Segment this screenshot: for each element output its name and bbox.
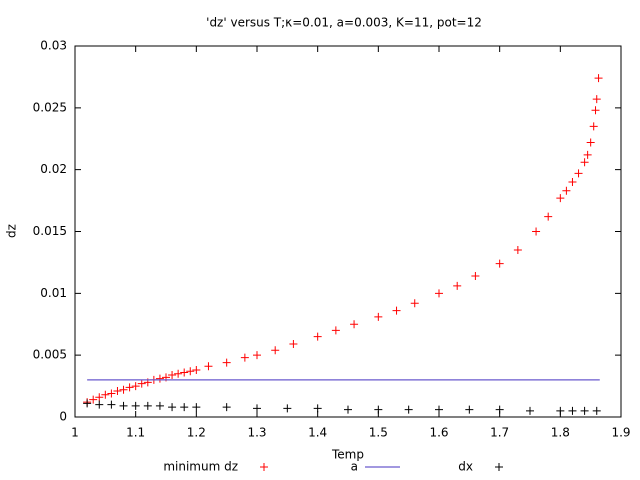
y-tick-label: 0.025 <box>33 100 67 114</box>
legend-swatch <box>495 463 503 471</box>
plus-marker <box>271 346 280 355</box>
plus-marker <box>131 401 140 410</box>
plus-marker <box>83 399 92 408</box>
plus-marker <box>253 404 261 413</box>
plus-marker <box>586 138 595 147</box>
plus-marker <box>180 403 189 412</box>
plus-marker <box>556 194 565 203</box>
plus-marker <box>568 178 577 187</box>
plus-marker <box>532 227 541 236</box>
plus-marker <box>107 400 116 409</box>
legend-label: a <box>351 460 358 474</box>
plus-marker <box>594 74 603 83</box>
chart-title: 'dz' versus T;κ=0.01, a=0.003, K=11, pot… <box>206 16 482 30</box>
plus-marker <box>125 383 134 392</box>
plus-marker <box>592 95 601 104</box>
plus-marker <box>137 379 146 388</box>
plus-marker <box>556 406 565 415</box>
plus-marker <box>113 387 122 396</box>
plus-marker <box>589 122 598 131</box>
plus-marker <box>168 403 177 412</box>
plus-marker <box>283 404 292 413</box>
y-tick-label: 0.01 <box>40 286 67 300</box>
plus-marker <box>289 340 298 349</box>
x-tick-label: 1.2 <box>187 426 206 440</box>
plus-marker <box>313 404 322 413</box>
plus-marker <box>192 366 201 375</box>
y-tick-label: 0.03 <box>40 39 67 53</box>
plus-marker <box>253 351 261 360</box>
plus-marker <box>580 158 589 167</box>
plus-marker <box>544 212 553 221</box>
plus-marker <box>101 390 110 399</box>
plus-marker <box>204 362 213 371</box>
plus-marker <box>180 368 189 377</box>
plus-marker <box>222 403 231 412</box>
plus-marker <box>562 186 571 195</box>
x-tick-label: 1.1 <box>126 426 145 440</box>
plus-marker <box>583 150 592 159</box>
plus-marker <box>89 395 98 404</box>
plus-marker <box>344 405 352 414</box>
plus-marker <box>131 382 140 391</box>
plus-marker <box>404 405 413 414</box>
plus-marker <box>392 306 401 315</box>
x-tick-label: 1.6 <box>429 426 448 440</box>
plus-marker <box>155 401 164 410</box>
plus-marker <box>495 259 504 268</box>
x-tick-label: 1 <box>71 426 79 440</box>
plus-marker <box>313 332 322 341</box>
plus-marker <box>591 106 600 115</box>
plus-marker <box>222 358 231 367</box>
plus-marker <box>155 374 164 383</box>
plus-marker <box>374 405 383 414</box>
y-tick-label: 0.015 <box>33 224 67 238</box>
plus-marker <box>410 299 419 308</box>
plus-marker <box>174 369 183 378</box>
plus-marker <box>526 406 534 415</box>
plus-marker <box>119 401 128 410</box>
plus-marker <box>119 385 128 394</box>
x-axis-label: Temp <box>331 448 364 462</box>
plus-marker <box>435 289 443 298</box>
plus-marker <box>240 353 249 362</box>
legend-swatch <box>260 463 268 471</box>
plus-marker <box>495 405 504 414</box>
y-tick-label: 0.02 <box>40 162 67 176</box>
legend-label: minimum dz <box>163 460 238 474</box>
plus-marker <box>513 246 522 255</box>
y-tick-label: 0 <box>59 410 67 424</box>
plus-marker <box>107 389 116 398</box>
x-tick-label: 1.7 <box>490 426 509 440</box>
x-tick-label: 1.3 <box>247 426 266 440</box>
plus-marker <box>592 406 601 415</box>
plus-marker <box>374 312 383 321</box>
plus-marker <box>568 406 577 415</box>
plus-marker <box>574 169 583 178</box>
plus-marker <box>95 400 104 409</box>
plus-marker <box>143 401 152 410</box>
plus-marker <box>435 405 443 414</box>
plus-marker <box>453 281 462 290</box>
legend-label: dx <box>458 460 473 474</box>
plus-marker <box>350 320 359 329</box>
x-tick-label: 1.4 <box>308 426 327 440</box>
plus-marker <box>331 326 340 335</box>
plus-marker <box>580 406 589 415</box>
plus-marker <box>192 403 201 412</box>
y-axis-label: dz <box>5 224 19 238</box>
plus-marker <box>95 393 104 402</box>
plus-marker <box>465 405 474 414</box>
y-tick-label: 0.005 <box>33 348 67 362</box>
x-tick-label: 1.8 <box>551 426 570 440</box>
plus-marker <box>471 272 480 281</box>
x-tick-label: 1.9 <box>611 426 630 440</box>
x-tick-label: 1.5 <box>369 426 388 440</box>
plus-marker <box>186 367 195 376</box>
plus-marker <box>168 370 177 379</box>
